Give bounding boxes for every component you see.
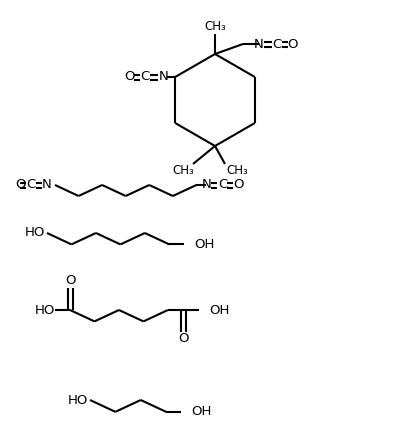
Text: N: N [158,70,168,84]
Text: HO: HO [67,393,88,406]
Text: O: O [288,37,298,50]
Text: C: C [272,37,282,50]
Text: OH: OH [191,405,212,418]
Text: CH₃: CH₃ [226,163,248,177]
Text: C: C [218,178,227,191]
Text: OH: OH [209,303,229,316]
Text: C: C [26,178,36,191]
Text: N: N [254,37,264,50]
Text: CH₃: CH₃ [172,163,194,177]
Text: O: O [65,275,75,287]
Text: O: O [233,178,243,191]
Text: HO: HO [25,227,45,239]
Text: O: O [124,70,134,84]
Text: O: O [15,178,26,191]
Text: N: N [202,178,211,191]
Text: OH: OH [194,238,215,251]
Text: N: N [42,178,52,191]
Text: CH₃: CH₃ [204,20,226,33]
Text: C: C [140,70,150,84]
Text: O: O [178,332,189,345]
Text: HO: HO [35,303,55,316]
